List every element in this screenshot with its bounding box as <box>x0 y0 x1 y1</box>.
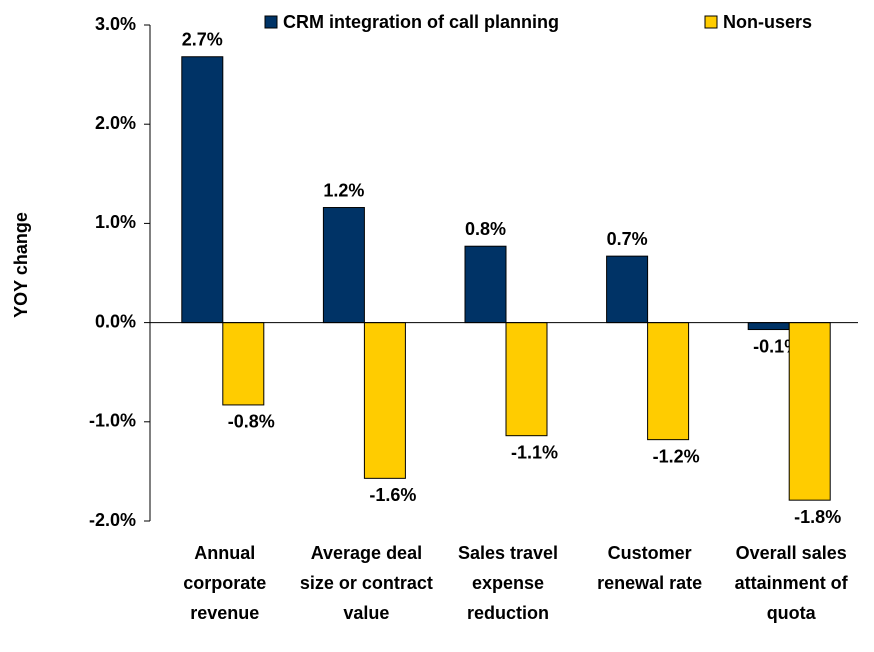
value-label: 1.2% <box>323 180 364 200</box>
value-label: -0.8% <box>228 412 275 432</box>
legend-label: Non-users <box>723 12 812 32</box>
x-tick-label: Annual corporate revenue <box>183 543 267 623</box>
bar <box>788 322 831 501</box>
value-label: -1.1% <box>511 442 558 462</box>
bar <box>464 245 507 324</box>
bar <box>363 322 406 479</box>
y-tick-label: 3.0% <box>95 14 136 34</box>
value-label: -1.2% <box>653 446 700 466</box>
bar <box>647 322 690 441</box>
x-tick-label: Overall sales attainment of quota <box>734 543 848 623</box>
y-tick-label: -2.0% <box>89 510 136 530</box>
y-tick-label: 2.0% <box>95 113 136 133</box>
x-tick-label: Sales travel expense reduction <box>457 543 559 623</box>
bar <box>181 56 224 324</box>
value-label: -1.8% <box>794 507 841 527</box>
x-tick-label: Average deal size or contract value <box>299 543 433 623</box>
bar <box>606 255 649 324</box>
legend-label: CRM integration of call planning <box>283 12 559 32</box>
value-label: 0.8% <box>465 219 506 239</box>
value-label: -1.6% <box>369 485 416 505</box>
bar <box>222 322 265 406</box>
value-label: -0.1% <box>753 336 800 356</box>
bar <box>505 322 548 437</box>
y-tick-label: 0.0% <box>95 311 136 331</box>
y-tick-label: 1.0% <box>95 212 136 232</box>
x-tick-label: Customer renewal rate <box>597 543 703 593</box>
legend-swatch <box>264 15 278 29</box>
y-tick-label: -1.0% <box>89 411 136 431</box>
bar <box>747 322 790 331</box>
y-axis-label: YOY change <box>11 212 31 318</box>
legend-swatch <box>704 15 718 29</box>
value-label: 2.7% <box>182 29 223 49</box>
bar <box>322 207 365 324</box>
value-label: 0.7% <box>607 229 648 249</box>
